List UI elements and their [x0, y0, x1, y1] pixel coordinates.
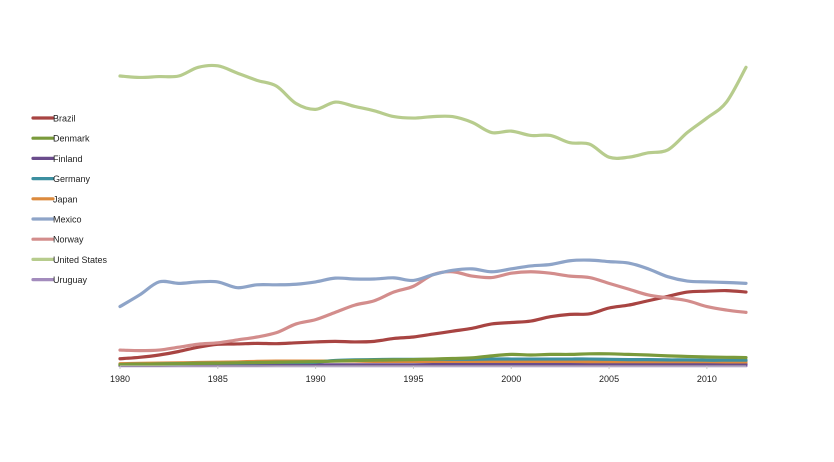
legend-label: Germany: [53, 174, 91, 184]
legend-item-mexico: Mexico: [31, 215, 82, 225]
legend-item-denmark: Denmark: [31, 134, 90, 144]
x-axis-ticks: 1980 1985 1990 1995 2000 2005 2010: [110, 366, 717, 384]
x-tick-label: 1980: [110, 374, 130, 384]
x-tick-label: 2000: [501, 374, 521, 384]
legend-label: Denmark: [53, 134, 90, 144]
legend-item-germany: Germany: [31, 174, 91, 184]
series-line-brazil: [118, 288, 748, 361]
legend-item-united-states: United States: [31, 255, 108, 265]
legend-item-norway: Norway: [31, 235, 84, 245]
legend-label: United States: [53, 255, 108, 265]
legend-label: Japan: [53, 194, 78, 204]
x-tick-label: 2010: [697, 374, 717, 384]
legend-item-finland: Finland: [31, 154, 83, 164]
legend-label: Finland: [53, 154, 83, 164]
series-line-mexico: [118, 258, 748, 309]
series-lines: [118, 63, 748, 368]
legend-item-japan: Japan: [31, 194, 78, 204]
series-line-denmark: [118, 352, 748, 367]
legend-label: Brazil: [53, 114, 76, 124]
x-tick-label: 1990: [306, 374, 326, 384]
series-line-finland: [118, 362, 748, 368]
series-line-united-states: [118, 63, 748, 160]
legend: Brazil Denmark Finland Germany Japan Mexico No…: [31, 114, 108, 285]
legend-label: Norway: [53, 235, 84, 245]
x-tick-label: 2005: [599, 374, 619, 384]
legend-item-uruguay: Uruguay: [31, 275, 88, 285]
series-line-norway: [118, 270, 748, 353]
x-tick-label: 1995: [403, 374, 423, 384]
legend-label: Uruguay: [53, 275, 88, 285]
x-tick-label: 1985: [208, 374, 228, 384]
legend-item-brazil: Brazil: [31, 114, 76, 124]
legend-label: Mexico: [53, 215, 82, 225]
